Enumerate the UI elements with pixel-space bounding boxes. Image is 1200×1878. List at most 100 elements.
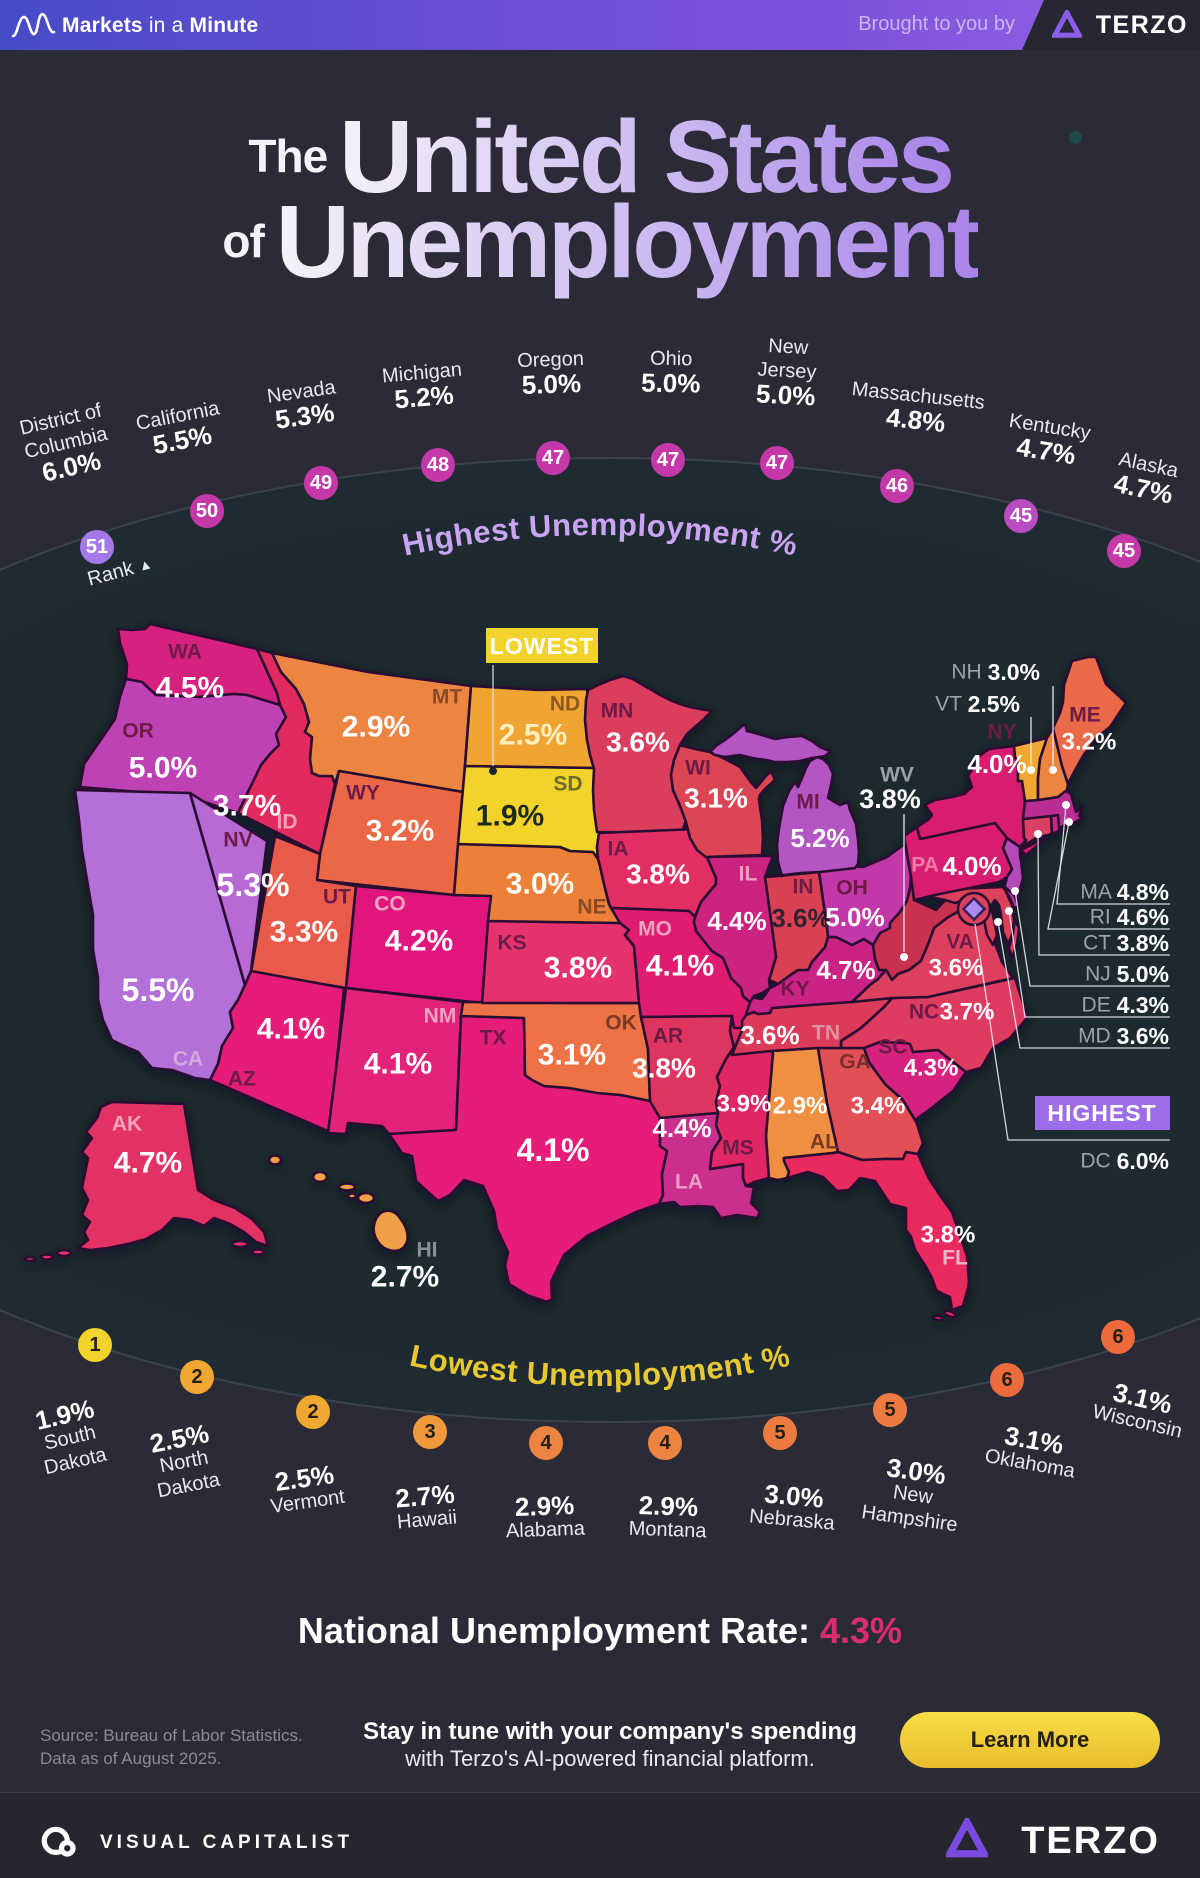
svg-text:MN: MN <box>601 700 634 723</box>
svg-text:New: New <box>768 335 810 359</box>
svg-text:AR: AR <box>653 1025 683 1048</box>
svg-text:Nebraska: Nebraska <box>748 1505 836 1534</box>
svg-text:GA: GA <box>839 1051 871 1074</box>
svg-text:3.3%: 3.3% <box>270 916 338 949</box>
svg-text:AL: AL <box>810 1131 838 1154</box>
svg-text:NH 3.0%: NH 3.0% <box>951 659 1040 685</box>
svg-text:TN: TN <box>812 1022 840 1045</box>
svg-text:6: 6 <box>1112 1326 1123 1348</box>
svg-text:WV: WV <box>880 764 914 787</box>
svg-text:2: 2 <box>307 1401 318 1423</box>
svg-text:LOWEST: LOWEST <box>490 633 594 659</box>
svg-text:6: 6 <box>1001 1369 1012 1391</box>
svg-text:KY: KY <box>780 978 809 1001</box>
svg-text:3.8%: 3.8% <box>921 1222 976 1249</box>
svg-text:ID: ID <box>277 811 298 834</box>
svg-text:IN: IN <box>793 876 814 899</box>
svg-text:4.5%: 4.5% <box>156 672 224 705</box>
svg-text:5: 5 <box>884 1399 895 1421</box>
svg-text:5.0%: 5.0% <box>641 367 701 398</box>
svg-text:ND: ND <box>550 693 580 716</box>
svg-text:45: 45 <box>1113 540 1135 562</box>
svg-text:Hawaii: Hawaii <box>396 1506 458 1533</box>
svg-text:OR: OR <box>122 720 154 743</box>
svg-text:3.6%: 3.6% <box>771 903 830 933</box>
svg-text:5.0%: 5.0% <box>825 902 884 932</box>
svg-text:Jersey: Jersey <box>757 358 817 383</box>
svg-text:DC 6.0%: DC 6.0% <box>1080 1148 1169 1174</box>
svg-text:WI: WI <box>685 757 711 780</box>
svg-text:49: 49 <box>310 472 332 494</box>
svg-text:AZ: AZ <box>228 1068 256 1091</box>
svg-text:3.1%: 3.1% <box>538 1039 606 1072</box>
svg-text:47: 47 <box>766 452 788 474</box>
svg-text:OH: OH <box>836 877 868 900</box>
svg-text:3.2%: 3.2% <box>366 815 434 848</box>
svg-text:MD 3.6%: MD 3.6% <box>1078 1023 1169 1049</box>
svg-text:4.0%: 4.0% <box>967 749 1026 779</box>
svg-text:SD: SD <box>553 773 582 796</box>
svg-text:NC: NC <box>909 1001 939 1024</box>
svg-text:CA: CA <box>173 1048 203 1071</box>
svg-text:2.7%: 2.7% <box>371 1261 439 1294</box>
svg-text:4.4%: 4.4% <box>707 906 766 936</box>
svg-text:UT: UT <box>323 886 351 909</box>
svg-text:5.2%: 5.2% <box>393 379 455 414</box>
svg-text:Montana: Montana <box>628 1518 707 1543</box>
svg-text:4.1%: 4.1% <box>364 1048 432 1081</box>
svg-text:2.9%: 2.9% <box>514 1490 574 1522</box>
svg-text:2.7%: 2.7% <box>394 1479 456 1514</box>
svg-text:WA: WA <box>168 641 202 664</box>
svg-text:Alabama: Alabama <box>506 1518 587 1543</box>
svg-text:2: 2 <box>191 1366 202 1388</box>
svg-text:CT 3.8%: CT 3.8% <box>1083 930 1169 956</box>
svg-text:Oregon: Oregon <box>517 348 584 372</box>
svg-text:4.4%: 4.4% <box>652 1113 711 1143</box>
svg-text:3.7%: 3.7% <box>940 999 995 1026</box>
svg-text:3.6%: 3.6% <box>606 727 670 758</box>
svg-text:3.2%: 3.2% <box>1062 729 1117 756</box>
svg-text:3.8%: 3.8% <box>859 784 921 814</box>
svg-text:4.1%: 4.1% <box>646 950 714 983</box>
svg-text:3.8%: 3.8% <box>632 1053 696 1084</box>
svg-text:5.5%: 5.5% <box>122 972 195 1008</box>
svg-text:2.9%: 2.9% <box>342 711 410 744</box>
svg-text:ME: ME <box>1069 704 1101 727</box>
svg-text:MS: MS <box>722 1137 754 1160</box>
svg-text:4.3%: 4.3% <box>904 1055 959 1082</box>
svg-text:SC: SC <box>878 1036 907 1059</box>
svg-text:51: 51 <box>86 536 108 558</box>
svg-text:48: 48 <box>427 454 449 476</box>
svg-text:4.7%: 4.7% <box>816 955 875 985</box>
svg-text:4: 4 <box>540 1432 552 1454</box>
svg-text:4.2%: 4.2% <box>385 925 453 958</box>
svg-text:Hampshire: Hampshire <box>860 1501 959 1536</box>
svg-text:MA 4.8%: MA 4.8% <box>1080 879 1169 905</box>
svg-text:3.7%: 3.7% <box>213 790 281 823</box>
svg-text:MT: MT <box>432 686 462 709</box>
svg-text:3.4%: 3.4% <box>851 1093 906 1120</box>
svg-text:2.9%: 2.9% <box>773 1093 828 1120</box>
svg-text:3.0%: 3.0% <box>506 868 574 901</box>
svg-text:KS: KS <box>497 932 526 955</box>
svg-text:LA: LA <box>675 1171 703 1194</box>
svg-text:1: 1 <box>89 1334 100 1356</box>
svg-text:5.0%: 5.0% <box>129 752 197 785</box>
svg-text:NY: NY <box>987 721 1016 744</box>
svg-text:AK: AK <box>112 1113 142 1136</box>
svg-text:4: 4 <box>659 1432 671 1454</box>
svg-text:VT 2.5%: VT 2.5% <box>935 691 1020 717</box>
svg-text:TX: TX <box>480 1027 507 1050</box>
svg-text:5.0%: 5.0% <box>521 368 581 400</box>
svg-text:VA: VA <box>946 931 974 954</box>
svg-text:50: 50 <box>196 500 218 522</box>
svg-text:Ohio: Ohio <box>650 348 693 371</box>
svg-text:5.2%: 5.2% <box>790 823 849 853</box>
svg-text:IL: IL <box>739 863 758 886</box>
svg-text:WY: WY <box>346 782 380 805</box>
svg-text:HIGHEST: HIGHEST <box>1047 1100 1156 1126</box>
svg-text:DE 4.3%: DE 4.3% <box>1082 992 1169 1018</box>
svg-text:MI: MI <box>796 791 819 814</box>
svg-text:NJ 5.0%: NJ 5.0% <box>1085 961 1169 987</box>
svg-text:46: 46 <box>886 475 908 497</box>
